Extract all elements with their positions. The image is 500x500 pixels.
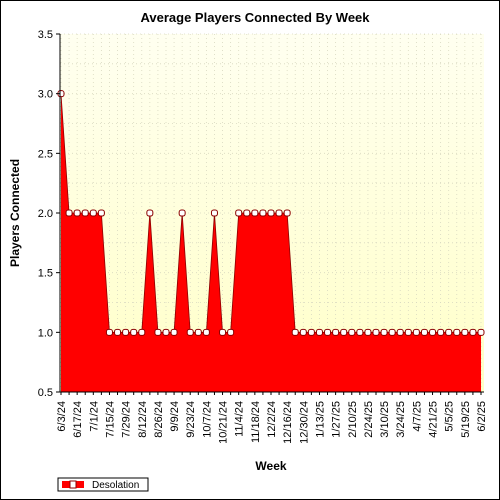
x-tick-label: 7/29/24: [121, 401, 133, 438]
legend-marker: [69, 480, 77, 489]
data-point-marker: [146, 209, 154, 217]
data-point-marker: [259, 209, 267, 217]
data-point-marker: [105, 328, 113, 336]
x-tick-label: 12/16/24: [282, 401, 294, 444]
data-point-marker: [429, 328, 437, 336]
series-area-desolation: [61, 93, 481, 393]
x-tick-label: 1/13/25: [314, 401, 326, 438]
x-tick-label: 12/2/24: [266, 401, 278, 438]
x-tick-label: 3/10/25: [379, 401, 391, 438]
data-point-marker: [332, 328, 340, 336]
data-point-marker: [364, 328, 372, 336]
data-point-marker: [469, 328, 477, 336]
data-point-marker: [186, 328, 194, 336]
y-tick-label: 2.5: [38, 148, 53, 160]
data-point-marker: [89, 209, 97, 217]
y-axis-label: Players Connected: [8, 159, 22, 267]
legend-label: Desolation: [92, 480, 139, 491]
data-point-marker: [73, 209, 81, 217]
data-point-marker: [437, 328, 445, 336]
x-tick-label: 7/1/24: [88, 401, 100, 432]
y-tick-label: 3.5: [38, 29, 53, 41]
chart-title: Average Players Connected By Week: [140, 10, 370, 25]
data-point-marker: [461, 328, 469, 336]
data-point-marker: [170, 328, 178, 336]
x-tick-label: 11/18/24: [250, 401, 262, 443]
data-point-marker: [194, 328, 202, 336]
y-axis-ticks: 0.5 1.0 1.5 2.0 2.5 3.0 3.5: [38, 29, 60, 399]
x-tick-label: 1/27/25: [331, 401, 343, 438]
data-point-marker: [420, 328, 428, 336]
y-tick-label: 1.5: [38, 268, 53, 280]
data-point-marker: [356, 328, 364, 336]
data-point-marker: [445, 328, 453, 336]
x-tick-label: 7/15/24: [104, 401, 116, 438]
data-point-marker: [130, 328, 138, 336]
x-tick-label: 6/3/24: [56, 401, 68, 432]
data-point-marker: [154, 328, 162, 336]
x-tick-label: 8/12/24: [137, 401, 149, 438]
x-tick-label: 10/7/24: [201, 401, 213, 438]
x-tick-label: 6/17/24: [72, 401, 84, 438]
x-tick-label: 5/19/25: [460, 401, 472, 438]
y-tick-label: 0.5: [38, 387, 53, 399]
data-point-marker: [315, 328, 323, 336]
x-tick-label: 2/10/25: [347, 401, 359, 438]
data-point-marker: [299, 328, 307, 336]
data-point-marker: [396, 328, 404, 336]
data-point-marker: [162, 328, 170, 336]
x-tick-label: 9/9/24: [169, 401, 181, 432]
data-point-marker: [275, 209, 283, 217]
data-point-marker: [251, 209, 259, 217]
y-tick-label: 1.0: [38, 327, 53, 339]
data-point-marker: [348, 328, 356, 336]
data-point-marker: [243, 209, 251, 217]
x-tick-label: 5/5/25: [444, 401, 456, 432]
data-point-marker: [97, 209, 105, 217]
data-point-marker: [380, 328, 388, 336]
data-point-marker: [477, 328, 485, 336]
x-tick-label: 8/26/24: [153, 401, 165, 438]
y-tick-label: 2.0: [38, 208, 53, 220]
data-point-marker: [114, 328, 122, 336]
x-tick-label: 6/2/25: [476, 401, 488, 432]
data-point-marker: [340, 328, 348, 336]
data-point-marker: [235, 209, 243, 217]
data-point-marker: [283, 209, 291, 217]
data-point-marker: [324, 328, 332, 336]
data-point-marker: [178, 209, 186, 217]
data-point-marker: [388, 328, 396, 336]
x-tick-label: 2/24/25: [363, 401, 375, 438]
data-point-marker: [372, 328, 380, 336]
x-tick-label: 12/30/24: [298, 401, 310, 444]
x-tick-label: 4/21/25: [428, 401, 440, 438]
data-point-marker: [404, 328, 412, 336]
legend: Desolation: [57, 477, 149, 492]
x-tick-label: 9/23/24: [185, 401, 197, 438]
x-axis-ticks: 6/3/24 6/17/24 7/1/24 7/15/24 7/29/24 8/12/24…: [56, 392, 488, 444]
series-markers: [57, 90, 485, 336]
data-point-marker: [453, 328, 461, 336]
data-point-marker: [122, 328, 130, 336]
data-point-marker: [202, 328, 210, 336]
data-point-marker: [210, 209, 218, 217]
x-tick-label: 3/24/25: [395, 401, 407, 438]
x-tick-label: 4/7/25: [411, 401, 423, 432]
y-tick-label: 3.0: [38, 89, 53, 101]
data-point-marker: [219, 328, 227, 336]
x-axis-label: Week: [255, 459, 286, 473]
x-tick-label: 10/21/24: [218, 401, 230, 444]
data-point-marker: [227, 328, 235, 336]
data-point-marker: [267, 209, 275, 217]
data-point-marker: [307, 328, 315, 336]
data-point-marker: [291, 328, 299, 336]
data-point-marker: [65, 209, 73, 217]
data-point-marker: [412, 328, 420, 336]
data-point-marker: [138, 328, 146, 336]
x-tick-label: 11/4/24: [234, 401, 246, 437]
data-point-marker: [81, 209, 89, 217]
